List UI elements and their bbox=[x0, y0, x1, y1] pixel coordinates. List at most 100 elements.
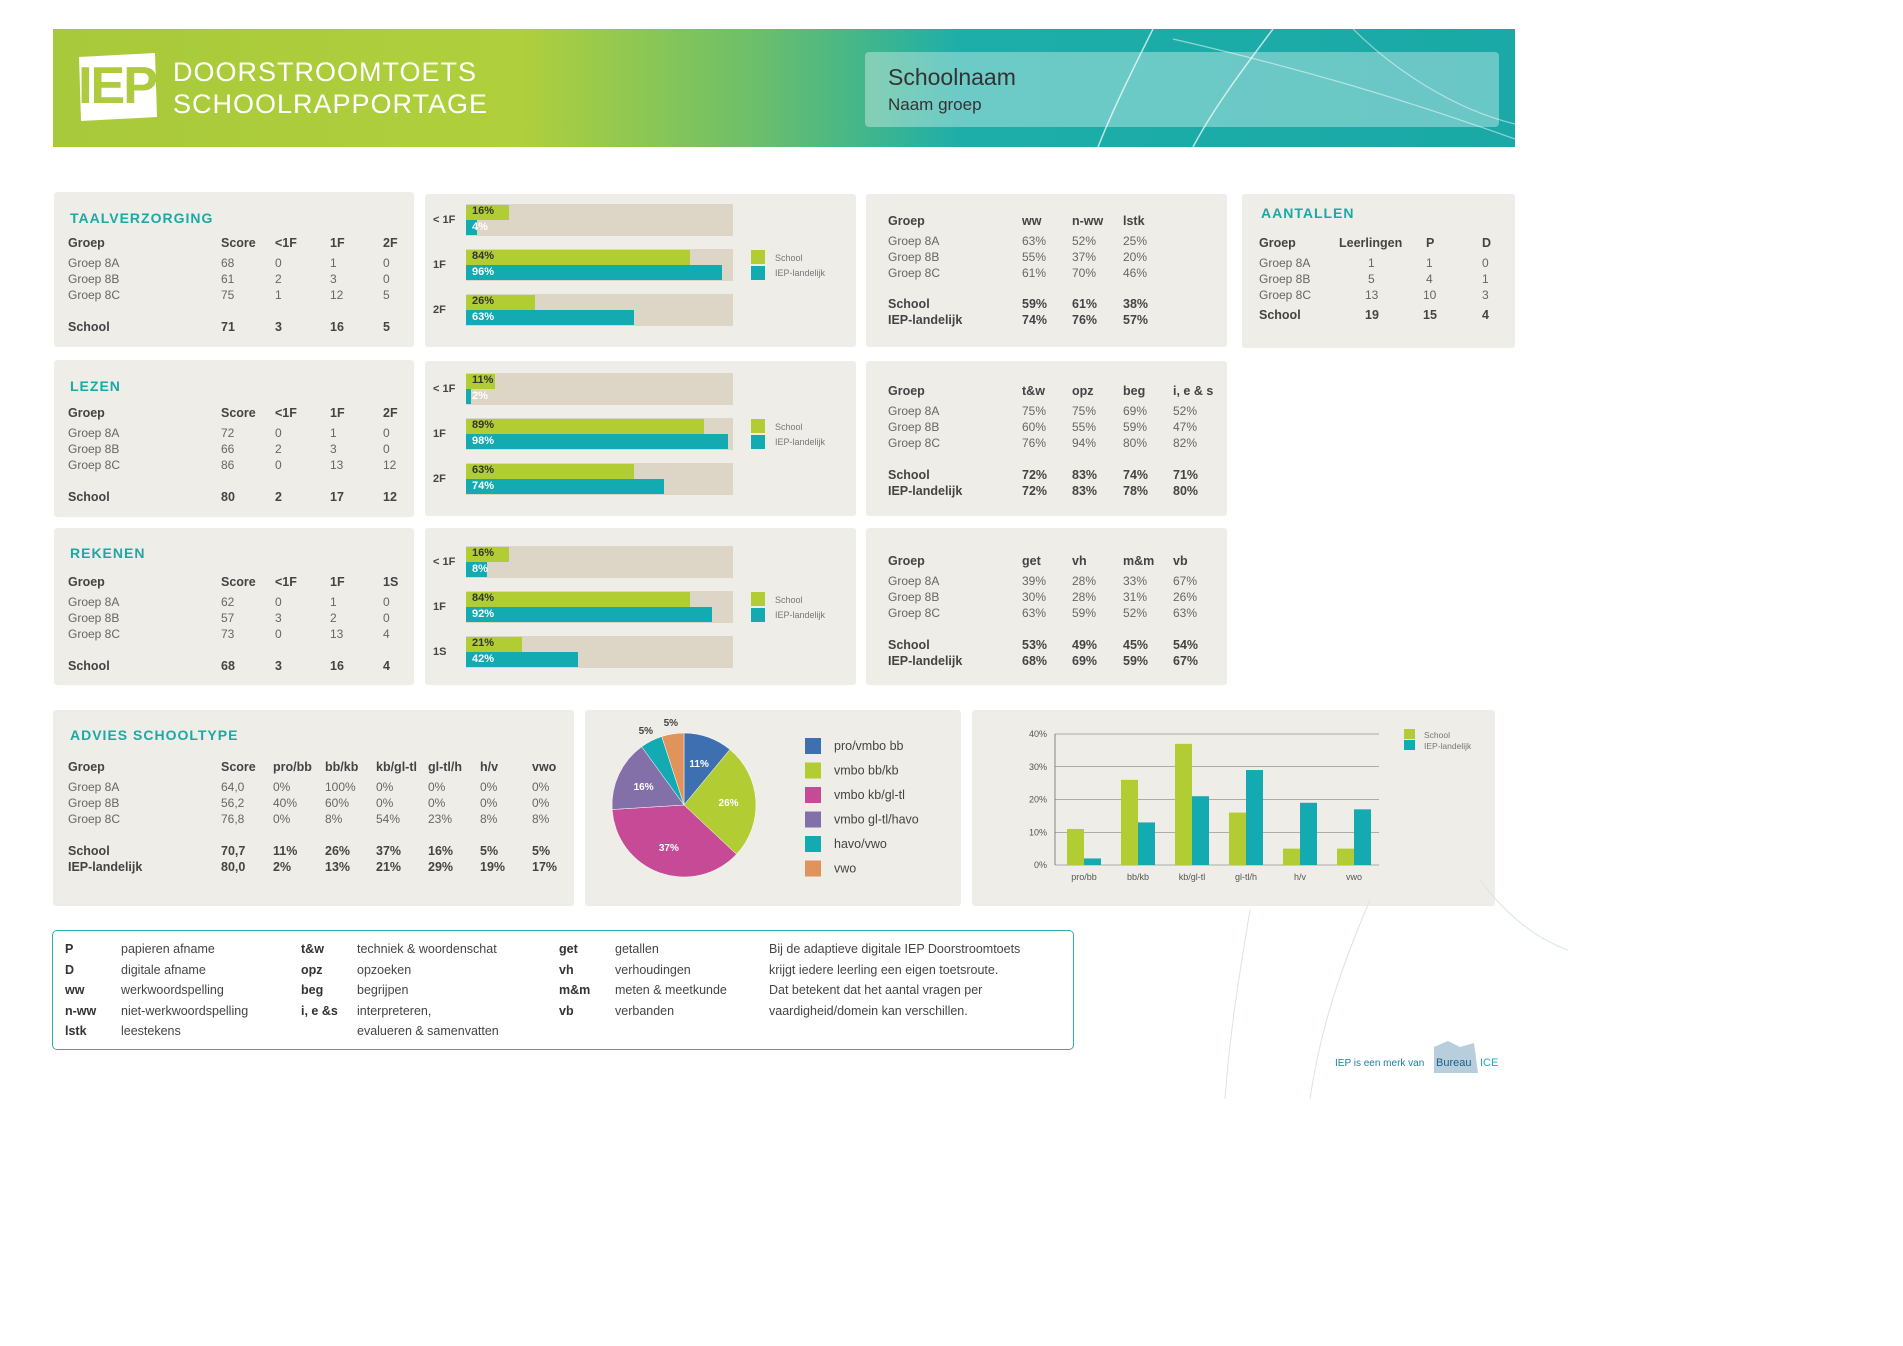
cell: Groep 8C bbox=[68, 288, 121, 302]
national-bar-label: 2% bbox=[472, 390, 488, 402]
pie-legend-label: havo/vwo bbox=[834, 837, 887, 851]
glossary-term: beg bbox=[301, 983, 324, 997]
glossary-definition: meten & meetkunde bbox=[615, 983, 727, 997]
school-cell: 49% bbox=[1072, 638, 1098, 652]
school-bar bbox=[466, 419, 704, 434]
pie-slice-label: 11% bbox=[689, 759, 709, 770]
col-header: gl-tl/h bbox=[428, 760, 463, 774]
cell: 75 bbox=[221, 288, 235, 302]
rekenen-panel: REKENEN Groep Score <1F 1F 1S Groep 8A 6… bbox=[54, 528, 414, 685]
national-cell: IEP-landelijk bbox=[888, 654, 963, 668]
school-cell: 16% bbox=[428, 844, 454, 858]
col-header: Score bbox=[221, 575, 256, 589]
y-tick-label: 40% bbox=[1029, 729, 1047, 739]
col-header: 1F bbox=[330, 406, 345, 420]
cell: 4 bbox=[1426, 272, 1433, 286]
iep-logo: IEP bbox=[75, 51, 159, 123]
school-cell: 16 bbox=[330, 320, 344, 334]
national-cell: 72% bbox=[1022, 484, 1048, 498]
col-header: Groep bbox=[68, 236, 105, 250]
cell: 59% bbox=[1072, 606, 1097, 620]
glossary-term: ww bbox=[65, 983, 85, 997]
national-cell: 21% bbox=[376, 860, 402, 874]
cell: 2 bbox=[275, 272, 282, 286]
school-bar bbox=[466, 592, 691, 607]
national-bar-label: 96% bbox=[472, 266, 495, 278]
school-bar-label: 63% bbox=[472, 464, 495, 476]
glossary-term: D bbox=[65, 962, 75, 977]
advies-pie-chart: 11% 26% 37% 16% 5% 5% pro/vmbo bb vmbo bb/kb vmb… bbox=[611, 718, 919, 878]
y-tick-label: 20% bbox=[1029, 795, 1047, 805]
taalverzorging-panel: TAALVERZORGING Groep Score <1F 1F 2F Gro… bbox=[54, 192, 414, 347]
pie-legend-swatch bbox=[805, 836, 821, 852]
school-cell: 2 bbox=[275, 490, 282, 504]
cell: 46% bbox=[1123, 266, 1148, 280]
cell: Groep 8A bbox=[1259, 256, 1311, 270]
national-cell: IEP-landelijk bbox=[888, 313, 963, 327]
school-cell: 80 bbox=[221, 490, 235, 504]
cell: 0 bbox=[383, 426, 390, 440]
legend-label: School bbox=[1424, 730, 1450, 740]
school-bar-label: 16% bbox=[472, 547, 495, 559]
school-bar-label: 89% bbox=[472, 419, 495, 431]
col-header: 1S bbox=[383, 575, 399, 589]
cell: 0 bbox=[383, 442, 390, 456]
bar-track bbox=[466, 373, 733, 405]
cell: 0% bbox=[273, 780, 291, 794]
advies-bar-panel: 0% 10% 20% 30% 40% pro/bb bb/kb kb/gl-tl gl-tl/h… bbox=[972, 710, 1495, 906]
glossary-term: m&m bbox=[559, 983, 591, 997]
section-title: AANTALLEN bbox=[1261, 205, 1355, 221]
national-bar bbox=[1138, 822, 1155, 865]
col-header: P bbox=[1426, 236, 1435, 250]
pie-legend-label: vmbo bb/kb bbox=[834, 764, 899, 778]
cell: 70% bbox=[1072, 266, 1097, 280]
col-header: Groep bbox=[888, 384, 925, 398]
x-tick-label: kb/gl-tl bbox=[1179, 872, 1206, 882]
bar-track bbox=[466, 204, 733, 236]
x-tick-label: h/v bbox=[1294, 872, 1307, 882]
cell: 39% bbox=[1022, 574, 1047, 588]
cell: 37% bbox=[1072, 250, 1097, 264]
col-header: 2F bbox=[383, 406, 398, 420]
cell: Groep 8B bbox=[888, 590, 940, 604]
cell: 31% bbox=[1123, 590, 1148, 604]
cell: 1 bbox=[275, 288, 282, 302]
cell: Groep 8B bbox=[888, 250, 940, 264]
pie-slice-label: 37% bbox=[659, 843, 679, 854]
school-cell: 17 bbox=[330, 490, 344, 504]
glossary-definition: evalueren & samenvatten bbox=[357, 1024, 499, 1038]
cell: Groep 8A bbox=[68, 426, 120, 440]
cell: 0 bbox=[1482, 256, 1489, 270]
level-label: 2F bbox=[433, 473, 446, 485]
cell: 80% bbox=[1123, 436, 1148, 450]
cell: 57 bbox=[221, 611, 235, 625]
cell: Groep 8B bbox=[68, 611, 120, 625]
legend-swatch-national bbox=[751, 266, 765, 280]
school-cell: 38% bbox=[1123, 297, 1149, 311]
footer-text: IEP is een merk van bbox=[1335, 1058, 1425, 1069]
school-cell: 53% bbox=[1022, 638, 1048, 652]
level-label: 1S bbox=[433, 646, 447, 658]
glossary-definition: leestekens bbox=[121, 1024, 181, 1038]
glossary-definition: getallen bbox=[615, 942, 659, 956]
school-bar bbox=[1283, 848, 1300, 865]
school-bar bbox=[466, 374, 496, 389]
glossary-term: vh bbox=[559, 962, 574, 977]
cell: 8% bbox=[532, 812, 550, 826]
y-tick-label: 30% bbox=[1029, 762, 1047, 772]
col-header: vwo bbox=[532, 760, 557, 774]
cell: 0 bbox=[383, 611, 390, 625]
cell: Groep 8B bbox=[68, 442, 120, 456]
y-tick-label: 0% bbox=[1034, 860, 1047, 870]
cell: 8% bbox=[480, 812, 498, 826]
report-header: IEP DOORSTROOMTOETS SCHOOLRAPPORTAGE Sch… bbox=[53, 29, 1515, 147]
cell: 59% bbox=[1123, 420, 1148, 434]
cell: 0% bbox=[480, 796, 498, 810]
school-bar bbox=[1175, 743, 1192, 865]
cell: 0 bbox=[383, 595, 390, 609]
cell: Groep 8C bbox=[888, 266, 941, 280]
y-tick-label: 10% bbox=[1029, 827, 1047, 837]
national-bar bbox=[466, 389, 472, 404]
cell: 13 bbox=[330, 627, 344, 641]
